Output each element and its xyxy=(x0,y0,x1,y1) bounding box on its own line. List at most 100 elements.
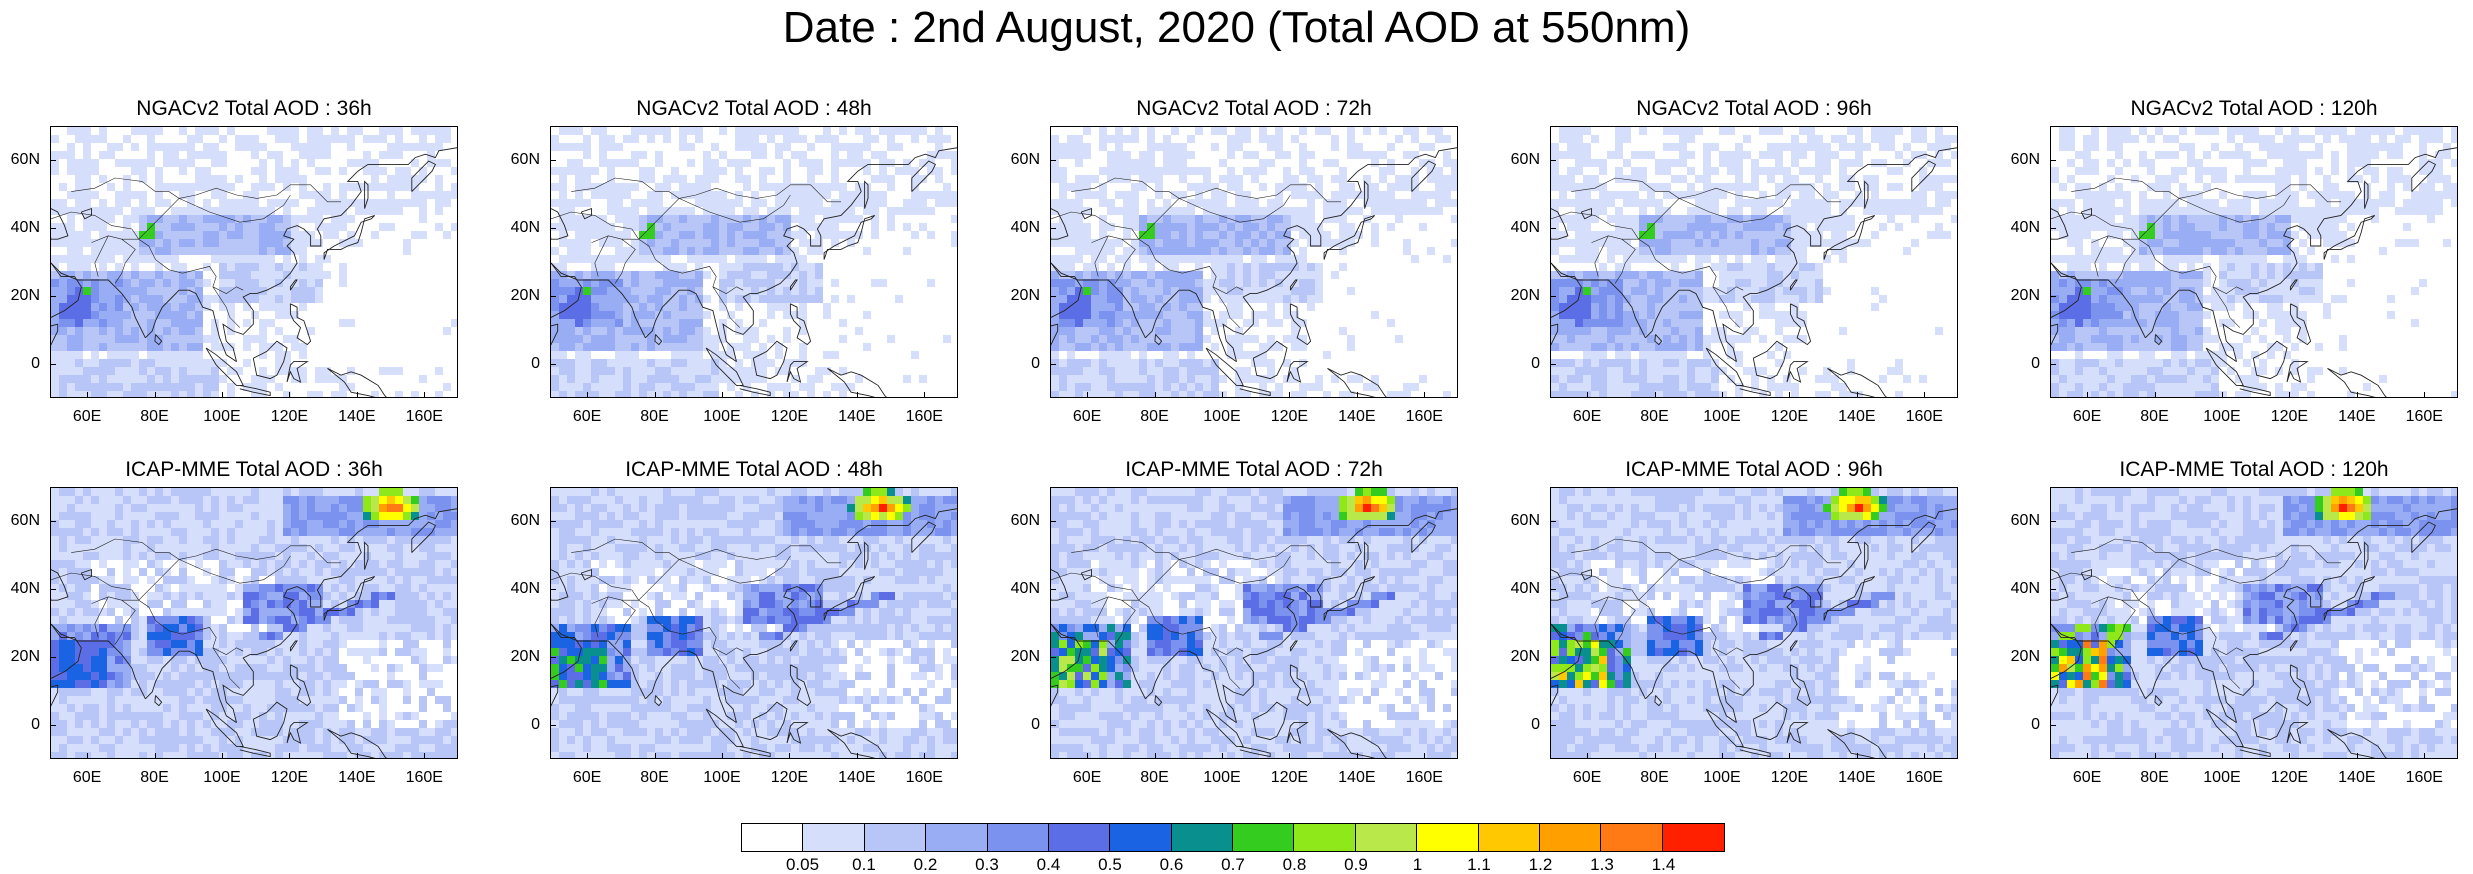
colorbar-cell xyxy=(1294,824,1356,851)
lat-tick-mark xyxy=(1050,589,1056,590)
lon-tick-mark xyxy=(721,753,723,759)
colorbar-label: 1 xyxy=(1412,855,1423,874)
lon-tick-label: 160E xyxy=(905,769,943,786)
lon-tick-label: 100E xyxy=(1203,769,1241,786)
lon-tick-label: 100E xyxy=(1203,408,1241,425)
lon-tick-label: 140E xyxy=(1338,408,1376,425)
lon-tick-mark xyxy=(587,753,589,759)
lat-tick-label: 60N xyxy=(2010,151,2040,168)
lon-tick-mark xyxy=(1789,392,1791,398)
lon-tick-label: 80E xyxy=(1640,408,1669,425)
lon-tick-label: 160E xyxy=(405,769,443,786)
lat-tick-mark xyxy=(550,228,556,229)
map-area xyxy=(550,126,958,398)
lon-tick-label: 80E xyxy=(1640,769,1669,786)
colorbar-cell xyxy=(1048,824,1111,851)
lat-tick-mark xyxy=(550,725,556,726)
aod-map xyxy=(2051,488,2457,758)
lon-tick-mark xyxy=(2221,753,2223,759)
lon-tick-label: 120E xyxy=(1770,769,1809,786)
lon-tick-mark xyxy=(87,753,89,759)
lon-tick-label: 60E xyxy=(2072,408,2102,425)
lon-tick-mark xyxy=(356,753,358,759)
lon-tick-label: 120E xyxy=(1770,408,1809,425)
lat-tick-mark xyxy=(50,228,56,229)
panel-title: NGACv2 Total AOD : 72h xyxy=(1136,97,1372,120)
colorbar-label: 0.9 xyxy=(1344,855,1368,874)
lat-tick-mark xyxy=(1050,160,1056,161)
lon-tick-label: 60E xyxy=(572,408,602,425)
lon-tick-label: 160E xyxy=(905,408,943,425)
lon-tick-mark xyxy=(1587,753,1589,759)
lat-tick-mark xyxy=(2050,160,2056,161)
panel-title: NGACv2 Total AOD : 96h xyxy=(1636,97,1872,120)
lon-tick-mark xyxy=(2289,392,2291,398)
lon-tick-mark xyxy=(789,392,791,398)
aod-map xyxy=(551,127,957,397)
lon-tick-mark xyxy=(924,753,926,759)
colorbar-cell xyxy=(1417,824,1479,851)
lon-tick-mark xyxy=(1924,392,1926,398)
coastlines xyxy=(51,147,457,397)
lat-tick-mark xyxy=(50,589,56,590)
lon-tick-label: 100E xyxy=(203,769,241,786)
lon-tick-label: 80E xyxy=(1140,408,1169,425)
colorbar-label: 1.2 xyxy=(1528,855,1553,874)
colorbar-cell xyxy=(742,824,804,851)
lon-tick-label: 60E xyxy=(572,769,602,786)
colorbar-label: 0.5 xyxy=(1098,855,1122,874)
lon-tick-label: 120E xyxy=(1270,408,1309,425)
lon-tick-label: 80E xyxy=(2140,769,2169,786)
lon-tick-mark xyxy=(721,392,723,398)
map-panel: ICAP-MME Total AOD : 96h 60N 40N 20N 0 60E 80E… xyxy=(1511,458,1958,786)
map-panel: NGACv2 Total AOD : 96h 60N 40N 20N 0 60E 80E 10… xyxy=(1511,97,1958,425)
lon-tick-label: 60E xyxy=(1572,769,1602,786)
lat-tick-mark xyxy=(550,657,556,658)
map-panel: ICAP-MME Total AOD : 36h 60N 40N 20N 0 60E 80E… xyxy=(11,458,458,786)
lon-tick-label: 160E xyxy=(1405,769,1443,786)
lon-tick-mark xyxy=(154,392,156,398)
aod-raster xyxy=(1051,488,1457,758)
aod-raster xyxy=(2051,488,2457,758)
panel-title: NGACv2 Total AOD : 36h xyxy=(136,97,372,120)
panel-title: ICAP-MME Total AOD : 36h xyxy=(125,458,383,481)
lon-tick-mark xyxy=(2356,753,2358,759)
lat-tick-mark xyxy=(550,160,556,161)
colorbar-cell xyxy=(1355,824,1418,851)
lat-tick-label: 20N xyxy=(1010,648,1040,665)
aod-raster xyxy=(1551,488,1957,758)
lat-tick-mark xyxy=(1550,160,1556,161)
lat-tick-mark xyxy=(1550,296,1556,297)
panel-title: ICAP-MME Total AOD : 96h xyxy=(1625,458,1883,481)
map-area xyxy=(1050,487,1458,759)
lat-tick-mark xyxy=(50,296,56,297)
lat-tick-mark xyxy=(1050,296,1056,297)
lon-tick-mark xyxy=(221,753,223,759)
panel-title: NGACv2 Total AOD : 120h xyxy=(2130,97,2378,120)
map-panel: ICAP-MME Total AOD : 72h 60N 40N 20N 0 60E 80E… xyxy=(1011,458,1458,786)
map-area xyxy=(50,126,458,398)
lon-tick-label: 80E xyxy=(140,408,169,425)
lat-tick-mark xyxy=(1050,521,1056,522)
panel-title: ICAP-MME Total AOD : 72h xyxy=(1125,458,1383,481)
lon-tick-mark xyxy=(424,392,426,398)
lat-tick-mark xyxy=(50,725,56,726)
lon-tick-label: 120E xyxy=(770,408,809,425)
lat-tick-mark xyxy=(550,521,556,522)
coastlines xyxy=(2051,147,2457,397)
lon-tick-label: 100E xyxy=(2203,769,2241,786)
lat-tick-label: 60N xyxy=(2010,512,2040,529)
lat-tick-mark xyxy=(2050,657,2056,658)
lat-tick-mark xyxy=(2050,364,2056,365)
lat-tick-label: 40N xyxy=(10,219,40,236)
colorbar-label: 0.1 xyxy=(852,855,876,874)
lat-tick-mark xyxy=(50,160,56,161)
colorbar-cell xyxy=(1478,824,1540,851)
lon-tick-mark xyxy=(924,392,926,398)
lon-tick-mark xyxy=(2087,392,2089,398)
lon-tick-label: 80E xyxy=(640,769,669,786)
lon-tick-label: 100E xyxy=(2203,408,2241,425)
coastlines xyxy=(1051,147,1457,397)
lon-tick-label: 100E xyxy=(703,769,741,786)
aod-map xyxy=(51,488,457,758)
